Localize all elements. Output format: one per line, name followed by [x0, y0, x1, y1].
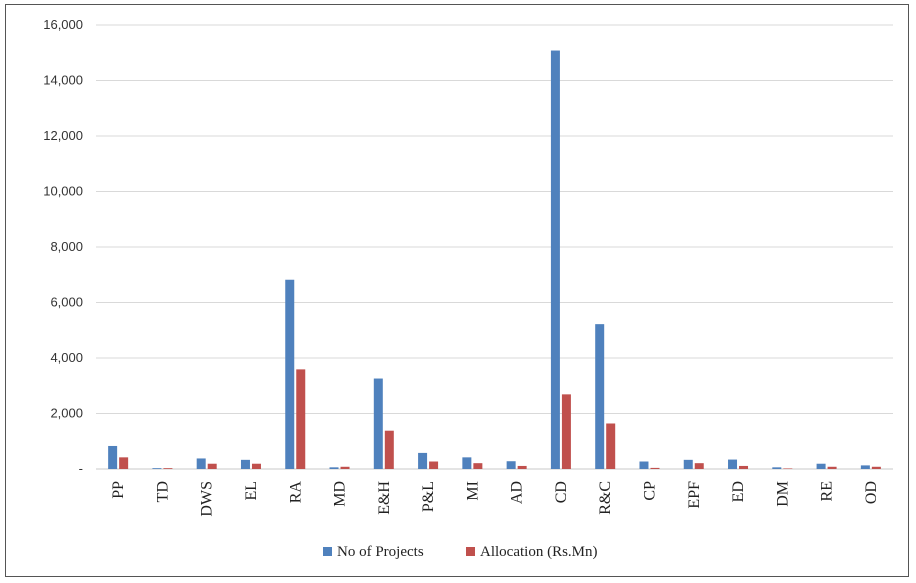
x-tick-label: DWS: [199, 481, 216, 517]
gridlines: [96, 24, 893, 470]
x-axis-ticks: PP TD DWS EL RA MD E&H P&L MI AD CD R&C CP EPF ED DM RE O…: [110, 481, 880, 517]
bar-projects-E&H: [373, 378, 383, 469]
bar-projects-P&L: [418, 452, 428, 469]
x-tick-label: OD: [863, 481, 880, 504]
bar-projects-CP: [639, 461, 649, 469]
bar-projects-MI: [462, 457, 472, 469]
bar-allocation-EPF: [694, 463, 704, 469]
bar-projects-PP: [108, 445, 118, 469]
bar-projects-RE: [816, 463, 826, 469]
bar-allocation-TD: [163, 468, 173, 469]
bar-allocation-RE: [827, 466, 837, 469]
x-tick-label: MI: [464, 481, 481, 501]
bar-projects-TD: [152, 468, 162, 469]
chart-frame: [5, 4, 909, 577]
y-tick-label: 2,000: [50, 406, 83, 421]
bar-allocation-R&C: [606, 423, 616, 469]
bar-allocation-CD: [561, 394, 571, 469]
legend: No of Projects Allocation (Rs.Mn): [323, 544, 598, 560]
bar-projects-CD: [550, 50, 560, 469]
bar-projects-OD: [860, 465, 870, 469]
x-tick-label: PP: [110, 481, 127, 499]
bar-allocation-OD: [871, 466, 881, 469]
x-tick-label: AD: [509, 481, 526, 504]
x-tick-label: R&C: [597, 481, 614, 515]
bar-projects-DM: [772, 467, 782, 469]
bar-projects-EPF: [683, 459, 693, 469]
x-tick-label: CP: [641, 481, 658, 501]
bar-projects-MD: [329, 467, 339, 469]
y-tick-label: 10,000: [43, 184, 83, 199]
legend-label: Allocation (Rs.Mn): [480, 544, 598, 560]
legend-swatch: [466, 547, 475, 556]
bar-allocation-RA: [296, 369, 306, 469]
bar-projects-R&C: [595, 324, 605, 469]
x-tick-label: DM: [774, 481, 791, 507]
bars: [108, 50, 881, 469]
x-tick-label: ED: [730, 481, 747, 502]
bar-allocation-DM: [783, 468, 793, 469]
bar-allocation-MI: [473, 463, 483, 469]
bar-allocation-AD: [517, 465, 527, 469]
y-tick-label: 16,000: [43, 17, 83, 32]
bar-projects-AD: [506, 461, 516, 469]
x-tick-label: P&L: [420, 481, 437, 512]
bar-allocation-E&H: [384, 430, 394, 469]
legend-label: No of Projects: [337, 544, 424, 560]
y-tick-label: 8,000: [50, 239, 83, 254]
bar-allocation-ED: [739, 465, 749, 469]
y-tick-label: -: [79, 461, 83, 476]
bar-allocation-MD: [340, 466, 350, 469]
x-tick-label: TD: [154, 481, 171, 502]
x-tick-label: CD: [553, 481, 570, 503]
y-tick-label: 14,000: [43, 73, 83, 88]
bar-projects-EL: [240, 459, 250, 469]
bar-projects-DWS: [196, 458, 206, 469]
bar-allocation-DWS: [207, 463, 217, 469]
y-tick-label: 4,000: [50, 350, 83, 365]
y-tick-label: 6,000: [50, 295, 83, 310]
y-tick-label: 12,000: [43, 128, 83, 143]
x-tick-label: RA: [287, 481, 304, 504]
y-axis-ticks: - 2,000 4,000 6,000 8,000 10,000 12,000 14,000 1…: [43, 17, 83, 476]
x-tick-label: EL: [243, 481, 260, 501]
x-tick-label: EPF: [686, 481, 703, 509]
x-tick-label: RE: [819, 481, 836, 501]
x-tick-label: E&H: [376, 481, 393, 515]
bar-projects-RA: [285, 279, 295, 469]
bar-allocation-EL: [251, 463, 261, 469]
legend-swatch: [323, 547, 332, 556]
bar-allocation-P&L: [429, 461, 439, 469]
bar-allocation-CP: [650, 467, 660, 469]
bar-allocation-PP: [119, 457, 129, 469]
bar-projects-ED: [728, 459, 738, 469]
x-tick-label: MD: [332, 481, 349, 507]
